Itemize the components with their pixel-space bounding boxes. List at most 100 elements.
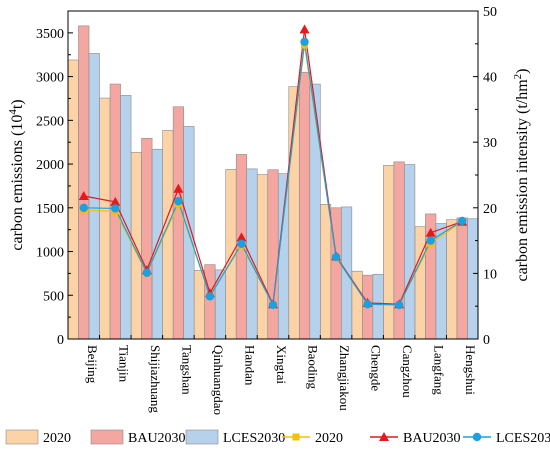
x-tick-label: Beijing (85, 345, 100, 384)
bar-bau2030-xingtai (267, 169, 279, 340)
left-tick-label: 3500 (36, 27, 64, 42)
x-tick-label: Xingtai (274, 345, 289, 384)
x-tick-label: Shijiazhuang (148, 345, 163, 413)
point-bau2030-baoding (299, 24, 310, 34)
legend-item-line-2020: 2020 (282, 431, 343, 446)
x-tick-label: Tangshan (179, 345, 194, 395)
bar-2020-tianjin (99, 97, 111, 340)
bar-lces2030-cangzhou (404, 164, 416, 340)
right-axis-label-sup: 2 (512, 74, 524, 80)
left-tick-label: 1500 (36, 202, 64, 217)
x-tick-label: Cangzhou (400, 345, 415, 398)
right-tick-label: 0 (483, 333, 490, 348)
left-axis-label: carbon emissions (104t) (7, 99, 26, 250)
point-bau2030-tangshan (173, 183, 184, 193)
bar-bau2030-qinhuangdao (204, 264, 216, 340)
point-bau2030-langfang (425, 227, 436, 237)
legend-swatch (90, 429, 124, 445)
left-axis: 0 500 1000 1500 2000 2500 3000 3500 (36, 27, 73, 348)
point-lces2030-zhangjiakou (331, 252, 341, 262)
bar-layer (67, 25, 479, 340)
legend-item-bar-bau2030: BAU2030 (90, 429, 186, 446)
x-tick-label: Qinhuangdao (211, 345, 226, 415)
legend-swatch (185, 429, 219, 445)
x-tick-label: Chengde (369, 345, 384, 391)
legend-marker (472, 432, 482, 442)
legend-marker (292, 433, 300, 441)
point-lces2030-chengde (363, 300, 372, 309)
bar-2020-cangzhou (383, 165, 395, 340)
left-tick-label: 0 (57, 333, 64, 348)
point-lces2030-shijiazhuang (142, 268, 152, 277)
legend-label: BAU2030 (403, 431, 461, 446)
left-axis-label-end: t) (9, 99, 26, 109)
x-tick-label: Handan (242, 345, 257, 386)
legend-label: BAU2030 (128, 431, 186, 446)
x-axis: Beijing Tianjin Shijiazhuang Tangshan Qinhua… (67, 335, 479, 415)
x-tick-label: Tianjin (116, 345, 131, 383)
point-lces2030-baoding (300, 37, 309, 47)
bar-bau2030-baoding (298, 71, 311, 340)
point-lces2030-qinhuangdao (205, 292, 215, 301)
right-tick-label: 30 (483, 136, 497, 151)
bar-lces2030-baoding (309, 83, 321, 340)
bar-2020-xingtai (256, 174, 269, 340)
bar-lces2030-langfang (435, 223, 447, 340)
legend-item-line-lces2030: LCES2030 (463, 431, 550, 446)
left-tick-label: 3000 (36, 71, 64, 86)
legend-marker (379, 432, 389, 441)
x-tick-label: Zhangjiakou (337, 345, 352, 411)
legend-item-line-bau2030: BAU2030 (370, 431, 461, 446)
bar-bau2030-hengshui (456, 217, 468, 340)
bar-lces2030-hengshui (467, 218, 479, 340)
right-tick-label: 50 (483, 5, 497, 20)
legend-label: LCES2030 (223, 431, 285, 446)
right-tick-label: 20 (483, 202, 497, 217)
left-tick-label: 2000 (36, 158, 64, 173)
right-axis-label: carbon emission intensity (t/hm2) (512, 68, 531, 281)
legend-label: 2020 (315, 431, 343, 446)
bar-2020-qinhuangdao (193, 270, 205, 340)
left-tick-label: 500 (43, 289, 64, 304)
x-tick-label: Langfang (432, 345, 447, 395)
point-lces2030-tangshan (174, 197, 183, 206)
point-lces2030-hengshui (458, 216, 467, 226)
point-lces2030-langfang (426, 236, 435, 245)
bar-lces2030-handan (246, 168, 258, 340)
legend-label: 2020 (43, 431, 71, 446)
bar-lces2030-chengde (372, 273, 384, 340)
point-lces2030-xingtai (268, 300, 278, 310)
right-axis-label-main: carbon emission intensity (t/hm (514, 79, 531, 282)
bar-2020-langfang (414, 226, 426, 340)
left-axis-label-main: carbon emissions (10 (9, 115, 26, 251)
right-axis-label-end: ) (514, 68, 531, 73)
left-tick-label: 2500 (36, 114, 64, 129)
point-lces2030-cangzhou (394, 300, 404, 310)
x-tick-label: Baoding (306, 345, 321, 390)
point-bau2030-handan (236, 232, 247, 242)
legend-item-bar-lces2030: LCES2030 (185, 429, 285, 446)
bar-bau2030-beijing (78, 25, 90, 340)
point-bau2030-tianjin (110, 196, 121, 206)
point-bau2030-beijing (78, 190, 89, 200)
right-tick-label: 40 (483, 71, 497, 86)
left-axis-label-sup: 4 (7, 109, 19, 115)
bar-bau2030-tangshan (172, 106, 184, 340)
left-tick-label: 1000 (36, 246, 64, 261)
legend-swatch (5, 429, 39, 445)
bar-2020-hengshui (446, 219, 458, 340)
line-layer (78, 24, 468, 310)
legend-item-bar-2020: 2020 (5, 429, 71, 446)
x-tick-label: Hengshui (463, 345, 478, 395)
point-lces2030-tianjin (111, 204, 120, 213)
legend: 2020 BAU2030 LCES2030 2020 BAU2030 LCES2030 (5, 429, 550, 446)
right-axis: 0 10 20 30 40 50 (473, 5, 497, 348)
bar-lces2030-xingtai (277, 173, 290, 340)
point-lces2030-handan (237, 239, 246, 249)
bar-2020-zhangjiakou (320, 204, 332, 340)
legend-label: LCES2030 (496, 431, 550, 446)
point-lces2030-beijing (79, 203, 88, 212)
bar-bau2030-cangzhou (393, 161, 405, 340)
bar-2020-beijing (67, 59, 79, 340)
